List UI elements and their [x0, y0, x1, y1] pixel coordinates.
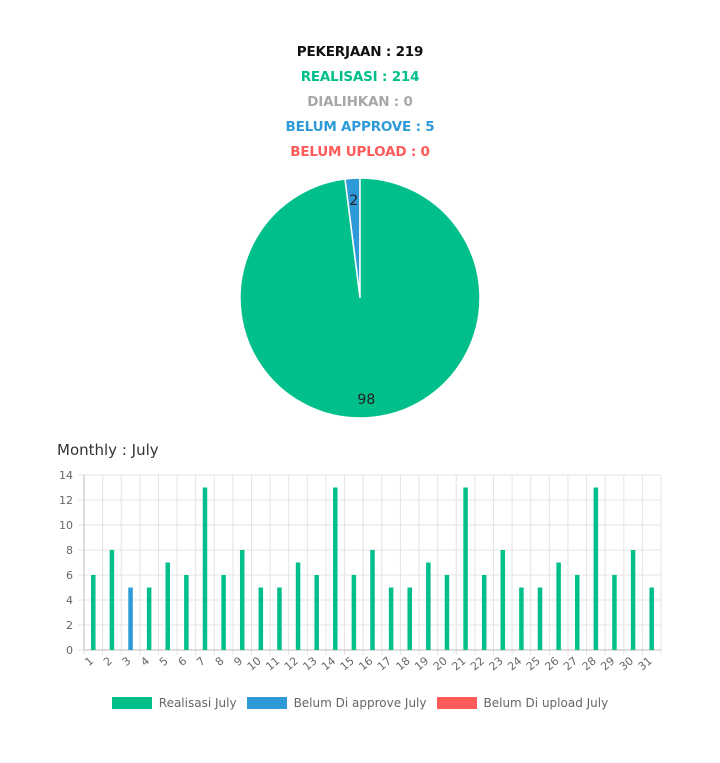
- x-tick-label: 16: [356, 654, 375, 673]
- monthly-title: Monthly : July: [57, 441, 159, 459]
- x-tick-label: 31: [636, 654, 655, 673]
- x-tick-label: 18: [394, 654, 413, 673]
- bar-realisasi-28: [593, 487, 599, 650]
- x-tick-label: 15: [338, 654, 357, 673]
- legend-swatch-approve: [246, 697, 287, 709]
- y-tick-label: 8: [66, 544, 73, 557]
- dialihkan-total: DIALIHKAN : 0: [307, 94, 413, 110]
- x-tick-label: 19: [412, 654, 431, 673]
- bar-realisasi-25: [537, 587, 543, 650]
- bar-realisasi-23: [500, 550, 506, 650]
- bar-legend: Realisasi July Belum Di approve July Bel…: [0, 696, 720, 710]
- bar-realisasi-11: [277, 587, 282, 650]
- x-tick-label: 25: [524, 654, 543, 673]
- y-tick-label: 4: [66, 594, 73, 607]
- legend-label-upload: Belum Di upload July: [483, 696, 609, 710]
- bar-realisasi-21: [463, 487, 468, 650]
- x-tick-label: 12: [282, 654, 301, 673]
- x-tick-label: 27: [561, 654, 580, 673]
- x-tick-label: 28: [580, 654, 599, 673]
- bar-realisasi-12: [295, 562, 301, 650]
- bar-realisasi-31: [649, 587, 654, 650]
- bar-realisasi-26: [556, 562, 561, 650]
- y-tick-label: 2: [66, 619, 73, 632]
- bar-realisasi-10: [258, 587, 264, 650]
- stats-summary: PEKERJAAN : 219 REALISASI : 214 DIALIHKA…: [0, 42, 720, 167]
- bar-approve-3: [128, 587, 133, 650]
- x-tick-label: 26: [542, 654, 561, 673]
- pie-data-label-2: 2: [349, 193, 358, 209]
- x-tick-label: 5: [157, 654, 171, 668]
- bar-realisasi-29: [612, 575, 617, 650]
- pie-slice-realisasi: [239, 177, 481, 419]
- x-tick-label: 9: [231, 654, 245, 668]
- x-tick-label: 14: [319, 654, 338, 673]
- x-tick-label: 8: [213, 654, 227, 668]
- x-tick-label: 17: [375, 654, 394, 673]
- bar-realisasi-4: [146, 587, 152, 650]
- legend-item-approve[interactable]: Belum Di approve July: [246, 696, 427, 710]
- bar-realisasi-5: [165, 562, 171, 650]
- x-tick-label: 4: [138, 654, 152, 668]
- x-tick-label: 3: [120, 654, 134, 668]
- y-tick-label: 10: [59, 519, 73, 532]
- x-tick-label: 11: [263, 654, 282, 673]
- bar-realisasi-13: [314, 575, 319, 650]
- bar-realisasi-7: [202, 487, 208, 650]
- bar-realisasi-20: [444, 575, 450, 650]
- bar-realisasi-1: [91, 575, 96, 650]
- bar-realisasi-17: [388, 587, 394, 650]
- pie-chart: 2 98: [239, 177, 481, 419]
- y-tick-label: 14: [59, 469, 73, 482]
- x-tick-label: 7: [194, 654, 208, 668]
- bar-realisasi-6: [184, 575, 189, 650]
- bar-realisasi-9: [239, 550, 245, 650]
- x-tick-label: 1: [83, 654, 97, 668]
- bar-realisasi-19: [426, 562, 431, 650]
- x-tick-label: 2: [101, 654, 115, 668]
- x-tick-label: 22: [468, 654, 487, 673]
- y-tick-label: 6: [66, 569, 73, 582]
- bar-realisasi-14: [333, 487, 338, 650]
- x-tick-label: 24: [505, 654, 524, 673]
- realisasi-total: REALISASI : 214: [300, 69, 420, 85]
- y-tick-label: 0: [66, 644, 73, 657]
- pie-data-label-98: 98: [357, 392, 375, 408]
- legend-item-realisasi[interactable]: Realisasi July: [111, 696, 237, 710]
- x-tick-label: 23: [487, 654, 506, 673]
- x-tick-label: 6: [176, 654, 190, 668]
- x-tick-label: 29: [598, 654, 617, 673]
- legend-label-realisasi: Realisasi July: [158, 696, 237, 710]
- belum-upload-total: BELUM UPLOAD : 0: [290, 144, 430, 160]
- bar-realisasi-8: [221, 575, 226, 650]
- bar-realisasi-27: [574, 575, 580, 650]
- legend-swatch-realisasi: [111, 697, 152, 709]
- x-tick-label: 30: [617, 654, 636, 673]
- bar-realisasi-2: [109, 550, 115, 650]
- legend-swatch-upload: [436, 697, 477, 709]
- x-tick-label: 20: [431, 654, 450, 673]
- bar-realisasi-24: [519, 587, 524, 650]
- x-tick-label: 10: [245, 654, 264, 673]
- bar-realisasi-30: [630, 550, 636, 650]
- bar-realisasi-16: [370, 550, 375, 650]
- x-tick-label: 13: [301, 654, 320, 673]
- legend-item-upload[interactable]: Belum Di upload July: [436, 696, 609, 710]
- bar-realisasi-18: [407, 587, 412, 650]
- y-tick-label: 12: [59, 494, 73, 507]
- legend-label-approve: Belum Di approve July: [293, 696, 427, 710]
- pekerjaan-total: PEKERJAAN : 219: [296, 44, 424, 60]
- bar-realisasi-15: [351, 575, 357, 650]
- x-tick-label: 21: [449, 654, 468, 673]
- belum-approve-total: BELUM APPROVE : 5: [285, 119, 435, 135]
- bar-realisasi-22: [481, 575, 487, 650]
